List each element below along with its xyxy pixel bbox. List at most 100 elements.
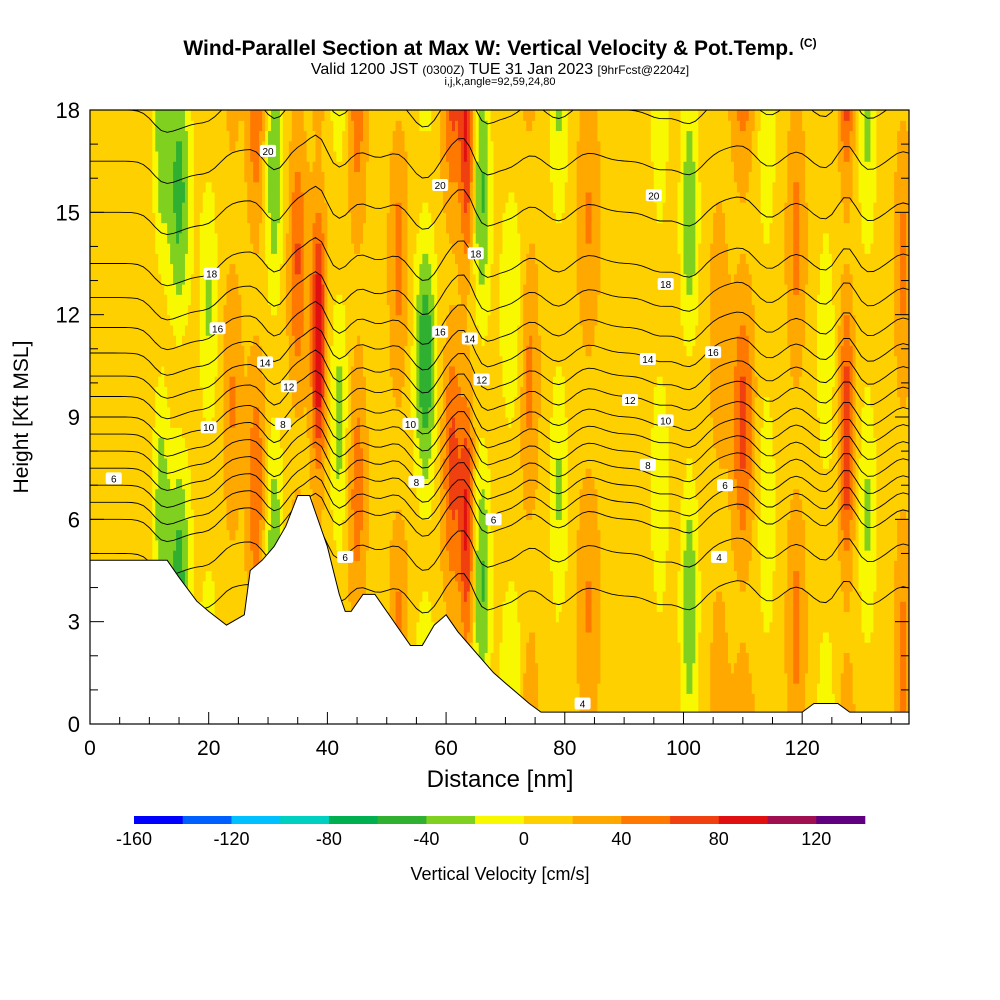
velocity-cell <box>131 529 136 541</box>
velocity-cell <box>579 611 584 623</box>
velocity-cell <box>401 590 406 602</box>
velocity-cell <box>834 560 839 572</box>
velocity-cell <box>505 642 509 653</box>
velocity-cell <box>867 550 872 561</box>
velocity-cell <box>840 611 845 623</box>
velocity-cell <box>805 550 809 561</box>
velocity-cell <box>665 539 670 551</box>
velocity-cell <box>410 560 415 572</box>
velocity-cell <box>775 652 780 664</box>
velocity-cell <box>665 631 670 643</box>
velocity-cell <box>891 550 895 561</box>
velocity-cell <box>591 631 596 643</box>
velocity-cell <box>250 560 254 572</box>
velocity-cell <box>683 621 688 633</box>
velocity-cell <box>719 693 723 705</box>
velocity-cell <box>552 693 557 705</box>
velocity-cell <box>900 611 904 623</box>
velocity-cell <box>725 672 729 684</box>
velocity-cell <box>520 672 524 684</box>
velocity-cell <box>532 570 536 582</box>
velocity-cell <box>585 560 590 572</box>
velocity-cell <box>885 580 889 592</box>
velocity-cell <box>413 631 418 643</box>
velocity-cell <box>727 672 732 684</box>
velocity-cell <box>570 631 575 643</box>
velocity-cell <box>713 590 717 602</box>
velocity-cell <box>674 621 679 633</box>
velocity-cell <box>748 703 753 715</box>
velocity-cell <box>247 560 251 572</box>
velocity-cell <box>873 652 877 664</box>
velocity-cell <box>680 601 685 613</box>
velocity-cell <box>677 683 682 694</box>
velocity-cell <box>618 652 622 664</box>
velocity-cell <box>481 611 486 623</box>
velocity-cell <box>466 621 471 633</box>
velocity-cell <box>814 683 818 694</box>
velocity-cell <box>636 601 640 613</box>
velocity-cell <box>407 631 412 643</box>
velocity-cell <box>906 601 909 613</box>
velocity-cell <box>671 570 676 582</box>
velocity-cell <box>867 683 872 694</box>
velocity-cell <box>327 539 331 551</box>
velocity-cell <box>855 590 860 602</box>
velocity-cell <box>683 642 688 653</box>
velocity-cell <box>819 560 824 572</box>
velocity-cell <box>644 621 649 633</box>
velocity-cell <box>817 642 821 653</box>
velocity-cell <box>867 611 872 623</box>
velocity-cell <box>576 550 581 561</box>
velocity-cell <box>377 580 382 592</box>
velocity-cell <box>529 611 533 623</box>
velocity-cell <box>446 580 450 592</box>
velocity-cell <box>493 590 498 602</box>
velocity-cell <box>757 560 762 572</box>
velocity-cell <box>748 621 753 633</box>
velocity-cell <box>876 662 880 674</box>
velocity-cell <box>564 642 569 653</box>
velocity-cell <box>644 601 649 613</box>
velocity-cell <box>719 560 723 572</box>
velocity-cell <box>873 580 877 592</box>
velocity-cell <box>443 601 447 613</box>
velocity-cell <box>727 652 732 664</box>
velocity-cell <box>443 570 447 582</box>
velocity-cell <box>591 662 596 674</box>
velocity-cell <box>876 560 880 572</box>
velocity-cell <box>493 560 498 572</box>
velocity-cell <box>449 611 453 623</box>
velocity-cell <box>828 550 833 561</box>
velocity-cell <box>834 672 839 684</box>
velocity-cell <box>864 662 869 674</box>
velocity-cell <box>840 560 845 572</box>
velocity-cell <box>867 672 872 684</box>
velocity-cell <box>345 580 349 592</box>
velocity-cell <box>787 611 791 623</box>
velocity-cell <box>754 703 759 715</box>
velocity-cell <box>870 652 874 664</box>
velocity-cell <box>641 590 646 602</box>
velocity-cell <box>701 611 705 623</box>
velocity-cell <box>742 683 747 694</box>
velocity-cell <box>469 550 474 561</box>
velocity-cell <box>733 601 738 613</box>
velocity-cell <box>900 672 904 684</box>
velocity-cell <box>618 550 622 561</box>
velocity-cell <box>674 631 679 643</box>
velocity-cell <box>552 672 557 684</box>
velocity-cell <box>454 590 459 602</box>
velocity-cell <box>644 631 649 643</box>
velocity-cell <box>680 539 685 551</box>
velocity-cell <box>704 560 708 572</box>
velocity-cell <box>855 652 860 664</box>
velocity-cell <box>603 703 607 715</box>
velocity-cell <box>825 580 830 592</box>
velocity-cell <box>520 621 524 633</box>
velocity-cell <box>659 570 664 582</box>
velocity-cell <box>636 683 640 694</box>
velocity-cell <box>763 662 768 674</box>
velocity-cell <box>698 652 702 664</box>
velocity-cell <box>834 601 839 613</box>
